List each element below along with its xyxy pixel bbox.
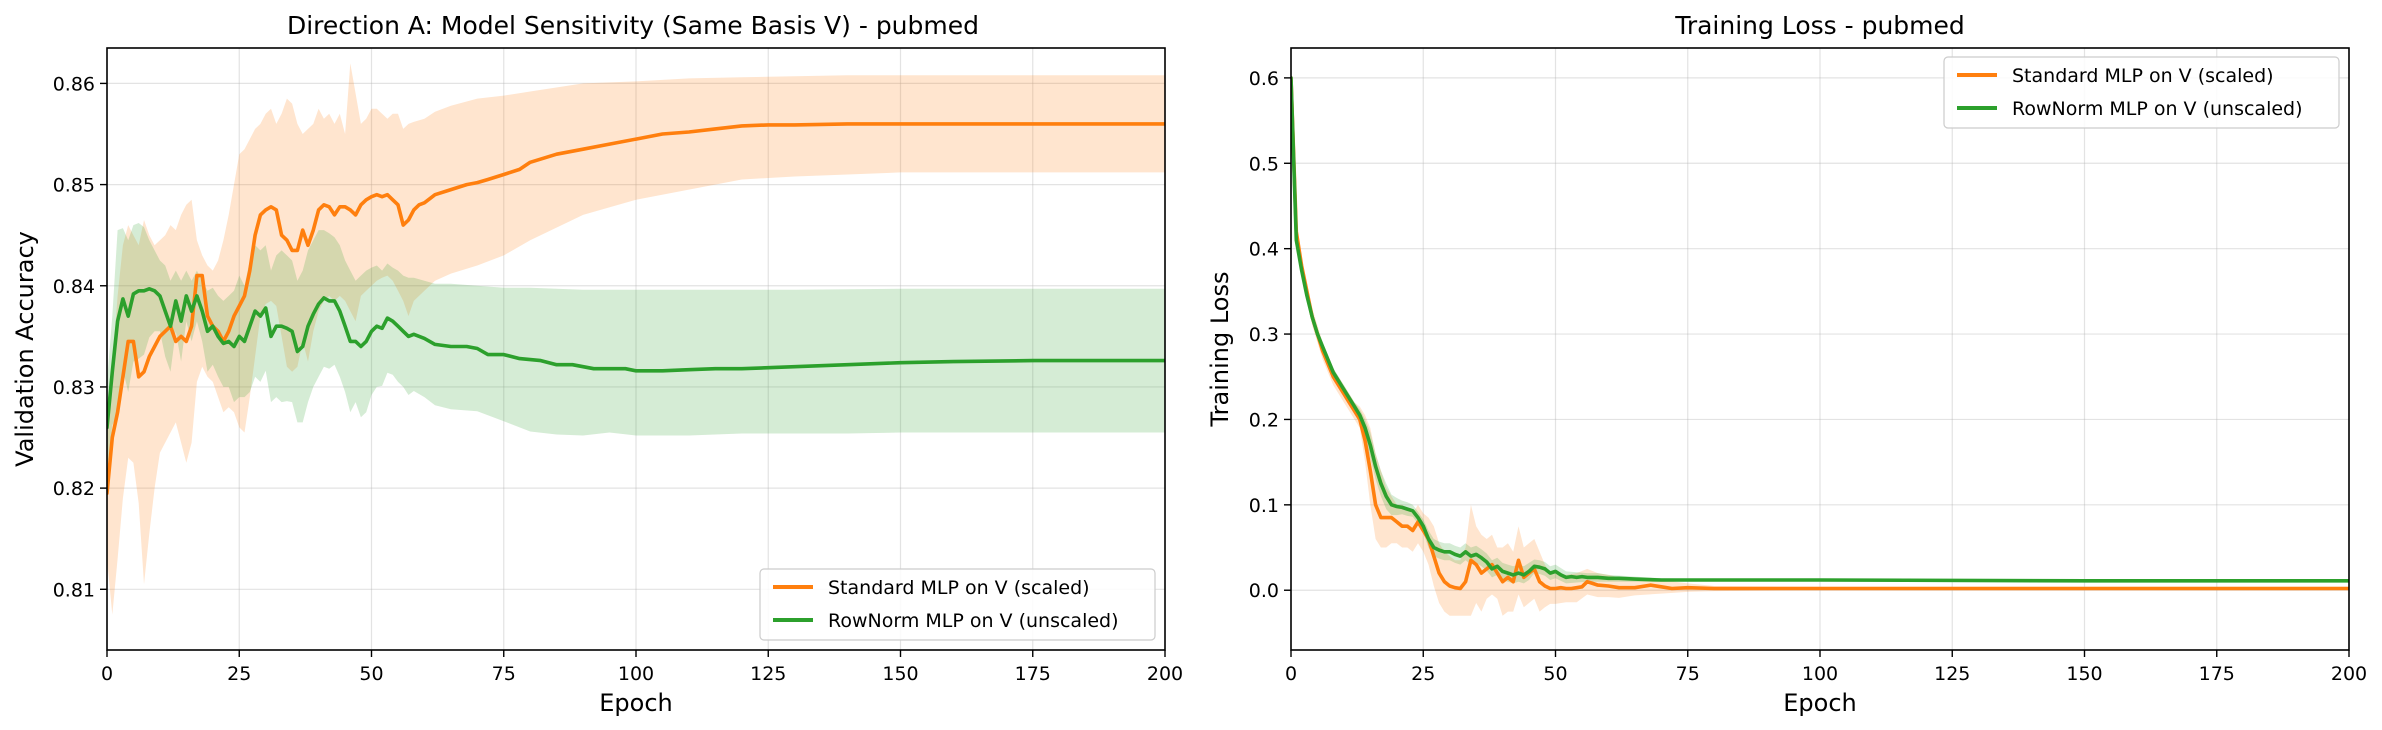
legend-label-rownorm: RowNorm MLP on V (unscaled) (2012, 98, 2303, 120)
band-standard (107, 63, 1165, 615)
x-tick-label: 25 (227, 663, 251, 685)
y-tick-label: 0.4 (1249, 239, 1279, 261)
y-tick-label: 0.83 (53, 377, 95, 399)
x-tick-label: 75 (1676, 663, 1700, 685)
legend-label-standard: Standard MLP on V (scaled) (2012, 65, 2274, 87)
x-tick-label: 175 (2199, 663, 2235, 685)
x-axis-label: Epoch (599, 689, 673, 717)
y-tick-label: 0.0 (1249, 580, 1279, 602)
legend: Standard MLP on V (scaled) RowNorm MLP o… (1943, 56, 2340, 129)
x-axis-label: Epoch (1783, 689, 1857, 717)
x-tick-label: 150 (882, 663, 918, 685)
y-axis-label: Training Loss (1206, 272, 1234, 428)
x-tick-label: 100 (1802, 663, 1838, 685)
x-tick-label: 175 (1015, 663, 1051, 685)
x-tick-label: 0 (101, 663, 113, 685)
y-tick-label: 0.85 (53, 175, 95, 197)
x-tick-label: 125 (750, 663, 786, 685)
chart-title: Training Loss - pubmed (1674, 11, 1965, 40)
x-tick-label: 25 (1411, 663, 1435, 685)
legend: Standard MLP on V (scaled) RowNorm MLP o… (759, 568, 1156, 641)
y-tick-label: 0.2 (1249, 409, 1279, 431)
gridlines (106, 48, 1166, 650)
y-tick-label: 0.86 (53, 73, 95, 95)
confidence-bands (107, 63, 1165, 615)
validation-accuracy-chart: Direction A: Model Sensitivity (Same Bas… (11, 11, 1183, 717)
x-tick-label: 125 (1934, 663, 1970, 685)
y-tick-label: 0.82 (53, 478, 95, 500)
series-line-rownorm (107, 286, 1165, 430)
band-rownorm (107, 223, 1165, 473)
x-tick-label: 0 (1285, 663, 1297, 685)
x-tick-label: 75 (492, 663, 516, 685)
x-tick-label: 50 (359, 663, 383, 685)
x-tick-label: 50 (1543, 663, 1567, 685)
y-tick-label: 0.5 (1249, 153, 1279, 175)
y-axis-ticks: 0.81 0.82 0.83 0.84 0.85 0.86 (53, 73, 107, 601)
training-loss-chart: Training Loss - pubmed 0 25 50 75 100 125 150 1… (1206, 11, 2367, 717)
y-axis-label: Validation Accuracy (11, 231, 39, 467)
x-tick-label: 200 (2331, 663, 2367, 685)
y-tick-label: 0.6 (1249, 68, 1279, 90)
y-tick-label: 0.3 (1249, 324, 1279, 346)
x-tick-label: 200 (1147, 663, 1183, 685)
x-axis-ticks: 0 25 50 75 100 125 150 175 200 (101, 650, 1183, 685)
series-line-rownorm (1291, 76, 2349, 583)
legend-box (759, 568, 1156, 641)
series-lines (107, 122, 1165, 496)
y-tick-label: 0.84 (53, 276, 95, 298)
legend-label-standard: Standard MLP on V (scaled) (828, 577, 1090, 599)
legend-box (1943, 56, 2340, 129)
series-line-standard (107, 122, 1165, 496)
y-tick-label: 0.1 (1249, 495, 1279, 517)
x-axis-ticks: 0 25 50 75 100 125 150 175 200 (1285, 650, 2367, 685)
legend-label-rownorm: RowNorm MLP on V (unscaled) (828, 610, 1119, 632)
chart-title: Direction A: Model Sensitivity (Same Bas… (287, 11, 979, 40)
x-tick-label: 150 (2066, 663, 2102, 685)
y-axis-ticks: 0.0 0.1 0.2 0.3 0.4 0.5 0.6 (1249, 68, 1291, 602)
x-tick-label: 100 (618, 663, 654, 685)
series-line-standard (1291, 76, 2349, 591)
y-tick-label: 0.81 (53, 579, 95, 601)
series-lines (1291, 76, 2349, 591)
